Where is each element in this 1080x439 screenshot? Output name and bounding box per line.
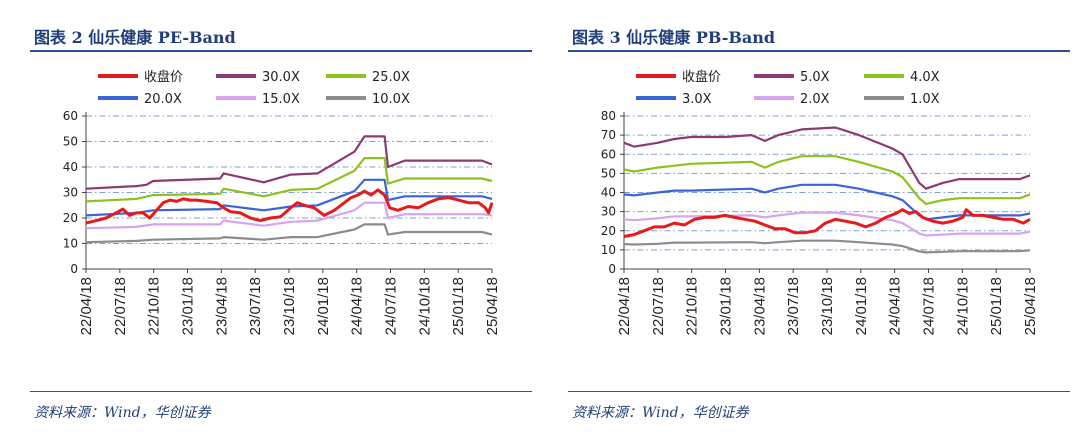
series-line-30.0X <box>85 135 493 190</box>
legend-label: 10.0X <box>372 92 410 107</box>
series-line-20.0X <box>85 178 493 217</box>
series-line-15.0X <box>85 201 493 230</box>
legend-label: 5.0X <box>800 70 830 85</box>
x-tick-label: 25/04/18 <box>484 277 501 335</box>
y-tick-label: 70 <box>601 128 616 142</box>
series-line-25.0X <box>85 156 493 203</box>
y-tick-label: 30 <box>63 186 78 200</box>
legend-label: 20.0X <box>144 92 182 107</box>
x-tick-label: 23/10/18 <box>819 277 836 335</box>
series-line-收盘价 <box>623 208 1031 238</box>
chart-title: 图表 3 仙乐健康 PB-Band <box>572 28 776 47</box>
x-tick-label: 22/07/18 <box>112 277 129 335</box>
x-tick-label: 23/01/18 <box>718 277 735 335</box>
y-tick-label: 0 <box>608 262 616 276</box>
series-line-5.0X <box>623 126 1031 190</box>
pe-band-chart: 收盘价 30.0X 25.0X 20.0X 15.0X 10.0X 0 10 20 30 40 50 6… <box>63 69 501 335</box>
pb-band-panel: 图表 3 仙乐健康 PB-Band 收盘价 5.0X 4.0X 3.0X 2.0X 1.0… <box>558 0 1070 439</box>
y-tick-label: 20 <box>601 224 616 238</box>
y-tick-label: 60 <box>63 109 78 123</box>
x-tick-label: 24/04/18 <box>887 277 904 335</box>
y-tick-label: 40 <box>601 186 616 200</box>
x-tick-label: 22/07/18 <box>650 277 667 335</box>
y-tick-label: 20 <box>63 211 78 225</box>
x-tick-label: 24/04/18 <box>349 277 366 335</box>
x-tick-label: 23/07/18 <box>247 277 264 335</box>
x-tick-label: 23/07/18 <box>785 277 802 335</box>
y-tick-label: 50 <box>601 166 616 180</box>
legend-label: 2.0X <box>800 92 830 107</box>
y-tick-label: 40 <box>63 160 78 174</box>
x-tick-label: 24/01/18 <box>315 277 332 335</box>
chart-source: 资料来源：Wind，华创证券 <box>572 405 749 421</box>
x-tick-label: 22/10/18 <box>684 277 701 335</box>
source-rule <box>568 391 1070 392</box>
series-line-4.0X <box>623 155 1031 206</box>
legend-label: 25.0X <box>372 70 410 85</box>
y-tick-label: 80 <box>601 109 616 123</box>
chart-title: 图表 2 仙乐健康 PE-Band <box>34 28 236 47</box>
y-tick-label: 30 <box>601 205 616 219</box>
x-tick-label: 25/01/18 <box>450 277 467 335</box>
pb-band-chart: 收盘价 5.0X 4.0X 3.0X 2.0X 1.0X 0 10 20 30 40 50 60 70 80… <box>601 69 1039 335</box>
x-tick-label: 24/10/18 <box>416 277 433 335</box>
x-tick-label: 23/10/18 <box>281 277 298 335</box>
legend-label: 3.0X <box>682 92 712 107</box>
y-tick-label: 0 <box>70 262 78 276</box>
legend-label: 收盘价 <box>682 69 721 85</box>
y-tick-label: 50 <box>63 135 78 149</box>
x-tick-label: 22/04/18 <box>78 277 95 335</box>
x-tick-label: 24/10/18 <box>954 277 971 335</box>
title-rule <box>568 50 1070 52</box>
pe-band-panel: 图表 2 仙乐健康 PE-Band 收盘价 30.0X 25.0X 20.0X 15.0… <box>20 0 532 439</box>
legend-label: 1.0X <box>910 92 940 107</box>
series-line-2.0X <box>623 211 1031 237</box>
y-tick-label: 10 <box>601 243 616 257</box>
x-tick-label: 25/01/18 <box>988 277 1005 335</box>
series-line-1.0X <box>623 239 1031 254</box>
source-rule <box>30 391 532 392</box>
title-rule <box>30 50 532 52</box>
legend-label: 30.0X <box>262 70 300 85</box>
series-line-3.0X <box>623 183 1031 221</box>
chart-source: 资料来源：Wind，华创证券 <box>34 405 211 421</box>
x-tick-label: 22/10/18 <box>146 277 163 335</box>
x-tick-label: 25/04/18 <box>1022 277 1039 335</box>
series-line-10.0X <box>85 223 493 244</box>
x-tick-label: 24/01/18 <box>853 277 870 335</box>
legend-label: 收盘价 <box>144 69 183 85</box>
series-line-收盘价 <box>85 188 494 225</box>
x-tick-label: 24/07/18 <box>383 277 400 335</box>
y-tick-label: 60 <box>601 147 616 161</box>
legend-label: 15.0X <box>262 92 300 107</box>
legend-label: 4.0X <box>910 70 940 85</box>
x-tick-label: 23/01/18 <box>180 277 197 335</box>
y-tick-label: 10 <box>63 237 78 251</box>
x-tick-label: 22/04/18 <box>616 277 633 335</box>
x-tick-label: 24/07/18 <box>921 277 938 335</box>
x-tick-label: 23/04/18 <box>213 277 230 335</box>
x-tick-label: 23/04/18 <box>751 277 768 335</box>
